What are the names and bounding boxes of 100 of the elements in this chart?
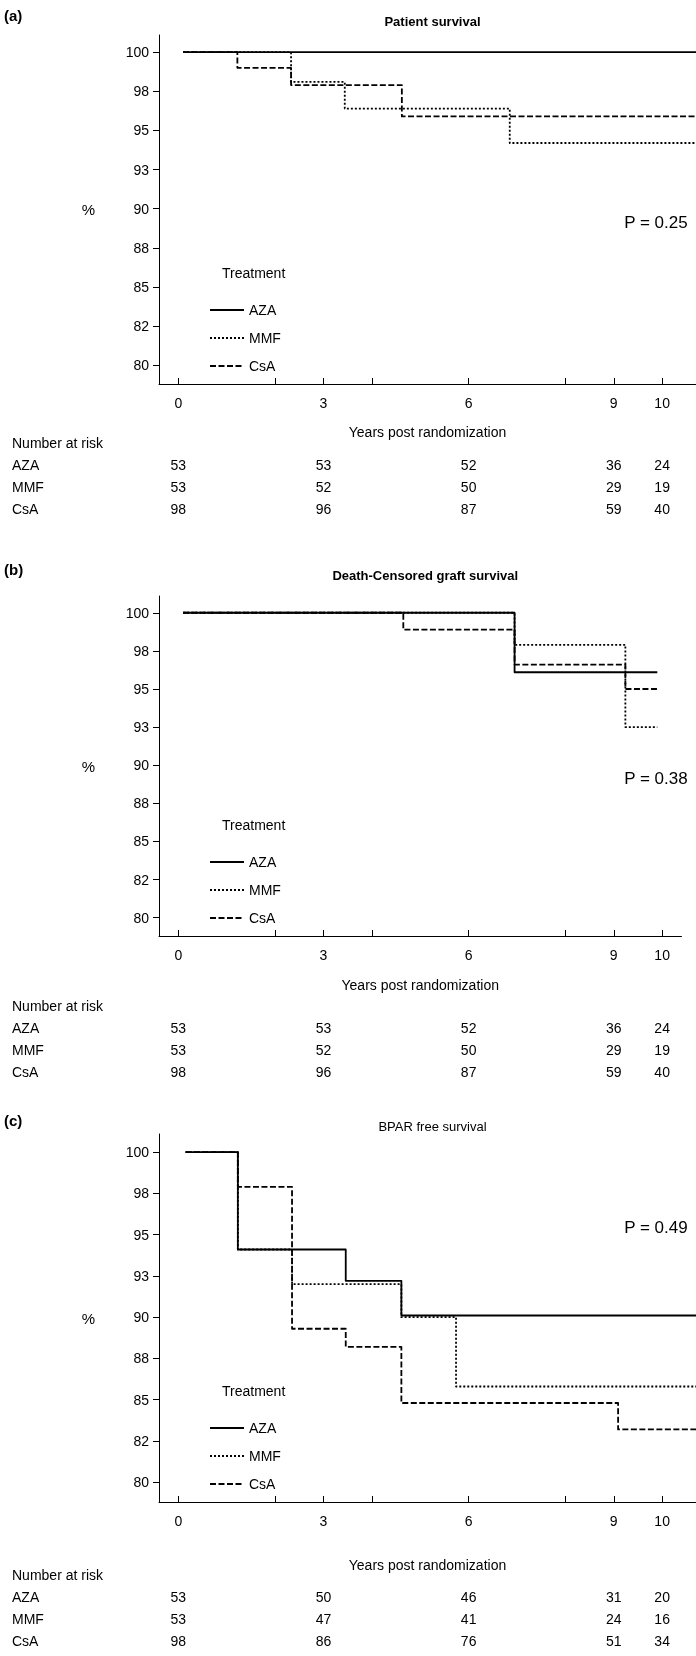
y-tick-label: 88 xyxy=(133,239,150,256)
x-tick-label: 6 xyxy=(464,395,473,411)
annotation: P = 0.49 xyxy=(624,1218,688,1237)
text: 16 xyxy=(654,1611,671,1627)
text: 29 xyxy=(605,479,622,495)
legend-title: Treatment xyxy=(222,817,286,833)
y-tick-label: 100 xyxy=(125,1144,150,1161)
y-tick-label: 93 xyxy=(133,719,150,736)
y-tick-label: 98 xyxy=(133,642,150,659)
legend-label: MMF xyxy=(249,330,281,346)
text: 98 xyxy=(170,1633,187,1649)
y-tick-label: 93 xyxy=(133,1267,150,1284)
text: 50 xyxy=(315,1589,332,1605)
text: CsA xyxy=(12,1064,40,1080)
text: 47 xyxy=(315,1611,332,1627)
text: 41 xyxy=(460,1611,477,1627)
text: 76 xyxy=(460,1633,477,1649)
text: MMF xyxy=(12,1042,44,1058)
text: 53 xyxy=(315,457,332,473)
text: 19 xyxy=(654,1042,671,1058)
text: 36 xyxy=(605,457,622,473)
legend-label: MMF xyxy=(249,1448,281,1464)
text: MMF xyxy=(12,479,44,495)
text: 24 xyxy=(654,1020,671,1036)
y-tick-label: 90 xyxy=(133,200,150,217)
text: 40 xyxy=(654,1064,671,1080)
y-tick-label: 98 xyxy=(133,83,150,100)
y-tick-label: 80 xyxy=(133,909,150,926)
text: 86 xyxy=(315,1633,332,1649)
y-tick-label: 80 xyxy=(133,357,150,374)
text: 40 xyxy=(654,501,671,517)
y-axis-title: % xyxy=(81,757,95,775)
legend-label: MMF xyxy=(249,882,281,898)
text: 36 xyxy=(605,1020,622,1036)
y-tick-label: 98 xyxy=(133,1185,150,1202)
text: 87 xyxy=(460,501,477,517)
text: 53 xyxy=(170,1020,187,1036)
text: 24 xyxy=(654,457,671,473)
text: 51 xyxy=(605,1633,622,1649)
x-tick-label: 9 xyxy=(609,395,618,411)
text: 53 xyxy=(170,1042,187,1058)
text: CsA xyxy=(12,501,40,517)
y-tick-label: 100 xyxy=(125,604,150,621)
y-tick-label: 82 xyxy=(133,318,150,335)
x-tick-label: 3 xyxy=(319,395,328,411)
x-tick-label: 0 xyxy=(174,395,183,411)
text: 50 xyxy=(460,1042,477,1058)
text: (a) xyxy=(4,7,23,24)
x-tick-label: 3 xyxy=(319,1513,328,1529)
legend-title: Treatment xyxy=(222,1383,286,1399)
text: 31 xyxy=(605,1589,622,1605)
text: Number at risk xyxy=(12,1567,105,1583)
text: 20 xyxy=(654,1589,671,1605)
annotation: P = 0.38 xyxy=(624,769,688,788)
text: 53 xyxy=(170,479,187,495)
chart-title: Patient survival xyxy=(384,14,481,29)
y-axis-title: % xyxy=(81,1309,95,1327)
legend-label: AZA xyxy=(249,854,277,870)
text: MMF xyxy=(12,1611,44,1627)
text: 52 xyxy=(460,1020,477,1036)
text: 52 xyxy=(315,1042,332,1058)
x-tick-label: 10 xyxy=(654,395,671,411)
text: AZA xyxy=(12,1020,40,1036)
text: (b) xyxy=(4,561,24,578)
text: 98 xyxy=(170,1064,187,1080)
text: (c) xyxy=(4,1112,23,1129)
text: 87 xyxy=(460,1064,477,1080)
y-tick-label: 80 xyxy=(133,1474,150,1491)
y-tick-label: 90 xyxy=(133,1309,150,1326)
x-tick-label: 6 xyxy=(464,947,473,963)
y-tick-label: 85 xyxy=(133,278,150,295)
text: 29 xyxy=(605,1042,622,1058)
text: 59 xyxy=(605,501,622,517)
chart-title: BPAR free survival xyxy=(378,1119,487,1134)
x-tick-label: 0 xyxy=(174,947,183,963)
y-tick-label: 82 xyxy=(133,1432,150,1449)
text: 52 xyxy=(315,479,332,495)
text: Number at risk xyxy=(12,998,105,1014)
text: 53 xyxy=(170,457,187,473)
text: 50 xyxy=(460,479,477,495)
chart-title: Death-Censored graft survival xyxy=(332,568,519,583)
text: 53 xyxy=(170,1589,187,1605)
x-axis-title: Years post randomization xyxy=(348,1557,507,1573)
text: 53 xyxy=(170,1611,187,1627)
x-tick-label: 10 xyxy=(654,947,671,963)
text: AZA xyxy=(12,457,40,473)
y-tick-label: 82 xyxy=(133,871,150,888)
y-axis-title: % xyxy=(81,201,95,218)
y-tick-label: 85 xyxy=(133,833,150,850)
legend-label: CsA xyxy=(249,1476,277,1492)
x-tick-label: 9 xyxy=(609,947,618,963)
text: 19 xyxy=(654,479,671,495)
legend-label: CsA xyxy=(249,358,277,374)
text: 96 xyxy=(315,501,332,517)
y-tick-label: 93 xyxy=(133,161,150,178)
text: 53 xyxy=(315,1020,332,1036)
text: 52 xyxy=(460,457,477,473)
y-tick-label: 95 xyxy=(133,1226,150,1243)
x-axis-title: Years post randomization xyxy=(341,977,499,993)
y-tick-label: 88 xyxy=(133,1350,150,1367)
